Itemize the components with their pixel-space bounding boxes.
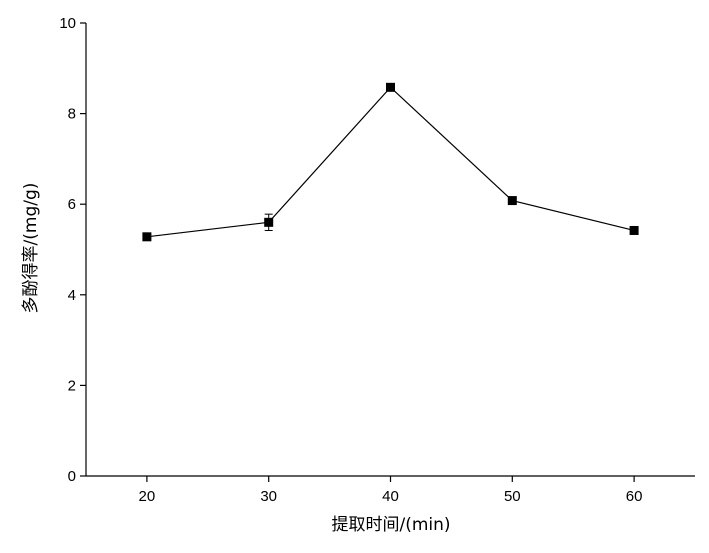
series [142, 82, 639, 242]
y-tick-label: 6 [68, 196, 76, 213]
data-point-marker [629, 225, 639, 235]
y-tick-label: 4 [68, 287, 76, 304]
ticks: 0 2 4 6 8 10 20 30 40 50 60 [59, 15, 642, 505]
x-tick-label: 40 [382, 488, 399, 505]
y-tick-label: 0 [68, 468, 76, 485]
y-tick-label: 2 [68, 377, 76, 394]
x-tick-label: 60 [626, 488, 643, 505]
x-tick-label: 50 [504, 488, 521, 505]
x-tick-label: 30 [260, 488, 277, 505]
y-tick-label: 8 [68, 106, 76, 123]
x-axis-title: 提取时间/(min) [331, 515, 450, 535]
data-point-marker [264, 217, 274, 227]
x-tick-label: 20 [139, 488, 156, 505]
series-line [146, 86, 635, 238]
y-tick-label: 10 [59, 15, 76, 32]
data-point-marker [386, 82, 395, 92]
data-point-marker [142, 232, 152, 242]
y-axis-title: 多酚得率/(mg/g) [21, 183, 41, 314]
data-point-marker [507, 196, 517, 206]
